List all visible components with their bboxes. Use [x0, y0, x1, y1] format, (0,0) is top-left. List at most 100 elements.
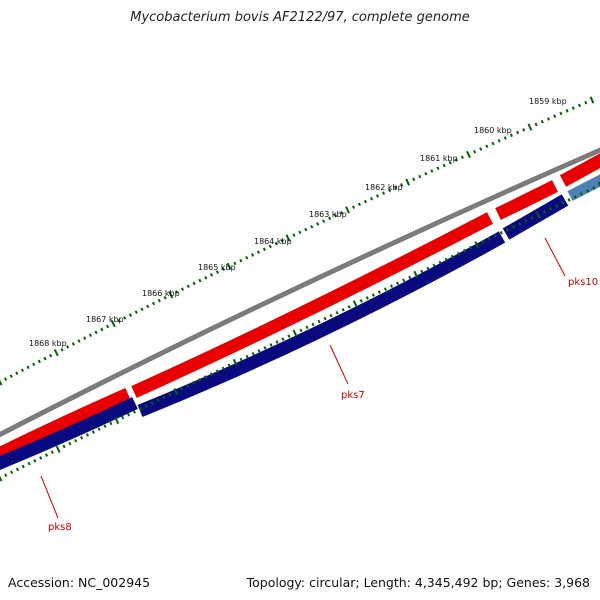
tick-mark — [316, 222, 320, 226]
tick-mark — [287, 334, 291, 338]
tick-mark — [586, 189, 590, 193]
tick-mark — [365, 296, 369, 300]
kbp-label: 1862 kbp — [365, 183, 403, 192]
tick-mark — [110, 320, 116, 328]
kbp-label: 1860 kbp — [474, 126, 512, 135]
tick-mark — [534, 122, 538, 127]
tick-mark — [9, 374, 13, 378]
tick-mark — [105, 324, 110, 329]
tick-mark — [499, 231, 503, 235]
tick-mark — [418, 174, 422, 179]
tick-mark — [292, 329, 298, 337]
tick-mark — [493, 233, 497, 238]
tick-mark — [322, 219, 326, 223]
tick-mark — [132, 410, 137, 414]
tick-mark — [530, 216, 534, 220]
tick-mark — [10, 470, 14, 475]
tick-mark — [232, 358, 238, 367]
tick-mark — [567, 198, 571, 202]
tick-mark — [420, 269, 424, 274]
tick-mark — [509, 133, 513, 138]
tick-mark — [162, 395, 166, 400]
tick-mark — [140, 307, 144, 312]
tick-mark — [215, 369, 219, 374]
tick-mark — [144, 404, 148, 408]
tick-mark — [97, 427, 101, 431]
gene-label-pks7: pks7 — [341, 390, 365, 401]
tick-mark — [535, 211, 541, 219]
forward-cds-segment — [131, 212, 494, 398]
tick-mark — [4, 377, 8, 381]
gene-label-pks8: pks8 — [48, 522, 72, 533]
kbp-label: 1859 kbp — [529, 97, 567, 106]
tick-mark — [485, 144, 489, 149]
tick-mark — [123, 316, 127, 320]
tick-mark — [33, 459, 37, 463]
tick-mark — [377, 290, 381, 294]
tick-mark — [245, 255, 249, 260]
tick-mark — [299, 328, 303, 333]
tick-mark — [94, 330, 98, 335]
tick-mark — [43, 356, 47, 361]
tick-mark — [317, 319, 321, 324]
tick-mark — [405, 178, 411, 186]
pks7-leader-line — [329, 344, 349, 385]
tick-mark — [285, 234, 291, 242]
tick-mark — [400, 183, 404, 187]
tick-mark — [15, 467, 20, 472]
tick-mark — [156, 398, 160, 403]
tick-mark — [66, 345, 70, 349]
tick-mark — [53, 349, 59, 357]
accession-text: Accession: NC_002945 — [8, 575, 151, 590]
tick-mark — [233, 261, 237, 266]
tick-mark — [91, 430, 95, 434]
tick-mark — [239, 258, 243, 263]
tick-mark — [103, 424, 107, 429]
tick-mark — [250, 253, 255, 257]
pks10-leader-line — [544, 237, 566, 277]
tick-mark — [263, 346, 267, 350]
tick-mark — [345, 206, 350, 214]
tick-mark — [88, 333, 92, 338]
tick-mark — [74, 438, 78, 443]
tick-mark — [304, 227, 308, 232]
tick-mark — [20, 368, 25, 373]
tick-mark — [0, 379, 3, 386]
tick-mark — [32, 362, 36, 367]
tick-mark — [175, 290, 179, 294]
tick-mark — [589, 96, 595, 104]
tick-mark — [542, 210, 546, 214]
tick-mark — [215, 270, 220, 274]
tick-mark — [432, 263, 436, 268]
tick-mark — [363, 199, 368, 204]
tick-mark — [150, 401, 154, 405]
tick-mark — [168, 291, 174, 299]
tick-mark — [329, 313, 333, 318]
tick-mark — [571, 106, 575, 110]
tick-mark — [516, 130, 520, 135]
pks8-leader-line — [40, 475, 59, 519]
tick-mark — [209, 372, 213, 376]
tick-mark — [173, 387, 179, 396]
tick-mark — [352, 300, 358, 308]
tick-mark — [77, 339, 81, 343]
tick-mark — [209, 273, 214, 277]
tick-mark — [227, 363, 231, 368]
tick-mark — [462, 248, 467, 253]
tick-mark — [62, 444, 66, 449]
tick-mark — [565, 109, 569, 113]
kbp-label-group: 1859 kbp 1860 kbp 1861 kbp 1862 kbp 1863… — [29, 97, 567, 348]
tick-mark — [359, 299, 363, 303]
tick-mark — [333, 213, 338, 218]
outer-tick-row — [0, 96, 595, 386]
tick-mark — [298, 230, 302, 235]
reverse-cds-segment — [0, 397, 138, 470]
tick-mark — [49, 353, 53, 358]
tick-mark — [27, 461, 31, 466]
tick-mark — [126, 412, 131, 417]
tick-mark — [280, 239, 284, 243]
tick-mark — [157, 298, 161, 303]
tick-mark — [474, 241, 480, 249]
tick-mark — [37, 359, 41, 364]
